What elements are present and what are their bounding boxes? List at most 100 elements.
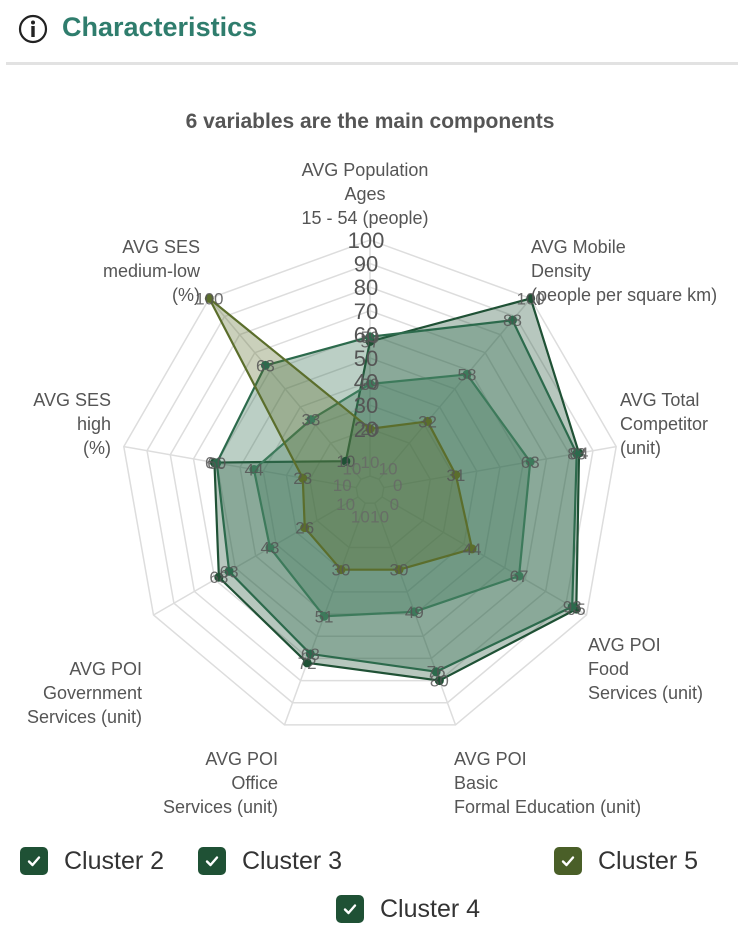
data-point xyxy=(525,457,535,467)
radial-tick-label: 20 xyxy=(354,417,378,442)
grid-ring xyxy=(146,262,594,704)
axis-spoke xyxy=(123,445,357,489)
data-point xyxy=(306,415,316,425)
radial-tick-label: 40 xyxy=(354,370,378,395)
data-point xyxy=(423,416,433,426)
data-point xyxy=(409,607,419,617)
axis-spoke xyxy=(381,496,587,616)
checkbox-checked-icon[interactable] xyxy=(336,895,364,923)
grid-ring xyxy=(169,286,571,682)
series-area-cluster-5 xyxy=(208,297,474,571)
legend-toggle-cluster-3[interactable]: Cluster 3 xyxy=(198,845,342,877)
axis-spoke xyxy=(208,298,362,480)
inner-tick-label: 10 xyxy=(379,459,398,478)
panel-header: Characteristics xyxy=(0,0,740,66)
data-point xyxy=(265,543,275,553)
data-point xyxy=(336,565,346,575)
data-point xyxy=(214,572,224,582)
data-point xyxy=(204,293,214,303)
data-label: 51 xyxy=(315,607,334,626)
data-point xyxy=(319,611,329,621)
legend-toggle-cluster-5[interactable]: Cluster 5 xyxy=(554,845,698,877)
data-label: 83 xyxy=(567,445,586,464)
data-label: 60 xyxy=(207,454,226,473)
series-area-cluster-3 xyxy=(215,319,578,673)
checkbox-checked-icon[interactable] xyxy=(20,847,48,875)
axis-label: AVG Total Competitor (unit) xyxy=(620,390,708,458)
data-label: 58 xyxy=(458,365,477,384)
inner-tick-label: 0 xyxy=(393,476,402,495)
data-label: 100 xyxy=(195,289,223,308)
series-area-cluster-4 xyxy=(252,373,532,618)
data-label: 39 xyxy=(361,375,380,394)
data-label: 57 xyxy=(361,332,380,351)
radar-chart: 6 variables are the main components57100… xyxy=(27,110,717,817)
data-label: 20 xyxy=(361,420,380,439)
data-label: 100 xyxy=(517,289,545,308)
grid-ring xyxy=(355,475,385,504)
checkbox-checked-icon[interactable] xyxy=(198,847,226,875)
radial-tick-label: 90 xyxy=(354,252,378,277)
data-point xyxy=(300,523,310,533)
data-point xyxy=(567,602,577,612)
checkbox-checked-icon[interactable] xyxy=(554,847,582,875)
data-point xyxy=(260,360,270,370)
data-label: 80 xyxy=(430,672,449,691)
inner-tick-label: 10 xyxy=(333,476,352,495)
inner-tick-label: 10 xyxy=(361,453,380,472)
data-label: 33 xyxy=(301,411,320,430)
data-label: 68 xyxy=(209,568,228,587)
data-point xyxy=(302,658,312,668)
data-label: 72 xyxy=(298,654,317,673)
data-label: 26 xyxy=(295,519,314,538)
series-area-cluster-2 xyxy=(213,297,581,682)
data-point xyxy=(249,465,259,475)
data-label: 23 xyxy=(293,469,312,488)
data-point xyxy=(526,293,536,303)
inner-tick-label: 10 xyxy=(342,459,361,478)
data-point xyxy=(365,424,375,434)
header-divider xyxy=(6,62,738,65)
data-label: 88 xyxy=(503,311,522,330)
data-point xyxy=(434,676,444,686)
grid-ring xyxy=(123,239,617,726)
data-point xyxy=(394,565,404,575)
legend-label: Cluster 5 xyxy=(598,846,699,875)
data-label: 32 xyxy=(418,412,437,431)
radial-tick-label: 60 xyxy=(354,322,378,347)
legend-label: Cluster 2 xyxy=(64,846,165,875)
legend-toggle-cluster-2[interactable]: Cluster 2 xyxy=(20,845,164,877)
inner-tick-label: 10 xyxy=(370,507,389,526)
data-label: 63 xyxy=(220,562,239,581)
data-point xyxy=(365,332,375,342)
data-point xyxy=(298,473,308,483)
info-icon[interactable] xyxy=(18,14,48,44)
legend-label: Cluster 3 xyxy=(242,846,343,875)
data-label: 68 xyxy=(301,645,320,664)
data-point xyxy=(365,379,375,389)
axis-label: AVG Mobile Density (people per square km) xyxy=(531,237,717,305)
data-label: 31 xyxy=(446,466,465,485)
data-label: 44 xyxy=(463,540,482,559)
radial-tick-label: 80 xyxy=(354,275,378,300)
data-label: 10 xyxy=(336,452,355,471)
data-label: 30 xyxy=(390,561,409,580)
data-label: 63 xyxy=(256,356,275,375)
radial-tick-label: 100 xyxy=(348,228,385,253)
axis-spoke xyxy=(378,298,532,480)
radial-tick-label: 30 xyxy=(354,393,378,418)
data-point xyxy=(462,369,472,379)
data-label: 63 xyxy=(521,453,540,472)
data-label: 43 xyxy=(261,539,280,558)
data-label: 44 xyxy=(244,461,263,480)
data-point xyxy=(451,470,461,480)
data-point xyxy=(514,571,524,581)
axis-label: AVG POI Office Services (unit) xyxy=(163,749,278,817)
legend-toggle-cluster-4[interactable]: Cluster 4 xyxy=(336,893,480,925)
radial-tick-label: 70 xyxy=(354,299,378,324)
data-label: 30 xyxy=(332,561,351,580)
data-point xyxy=(212,458,222,468)
data-point xyxy=(467,544,477,554)
data-point xyxy=(431,667,441,677)
data-label: 49 xyxy=(405,603,424,622)
